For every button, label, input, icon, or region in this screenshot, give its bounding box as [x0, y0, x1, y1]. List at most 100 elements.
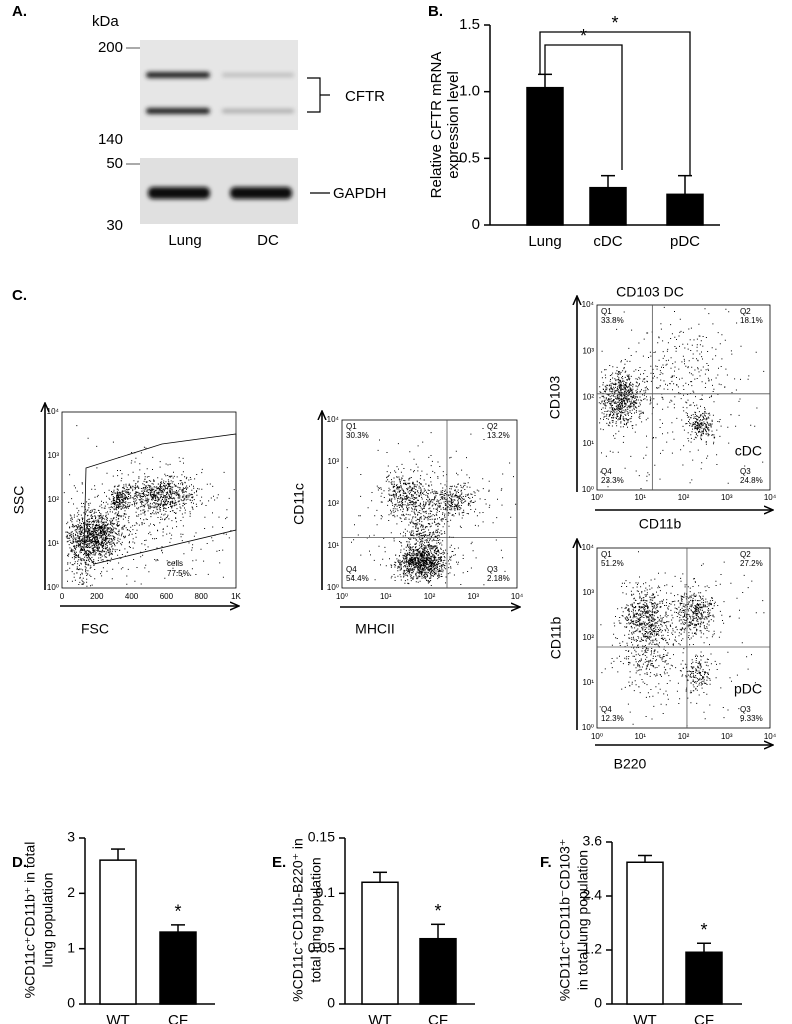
gate-label: cells — [167, 559, 183, 568]
significance-star: * — [700, 920, 707, 940]
x-tick-label: 400 — [125, 592, 139, 601]
y-axis-label: %CD11c⁺CD11b⁻CD103⁺ — [557, 839, 573, 1002]
bar — [159, 931, 197, 1005]
bar — [419, 937, 457, 1005]
x-tick-label: pDC — [670, 233, 700, 250]
y-tick-label: 10² — [47, 495, 59, 504]
quadrant-label: 51.2% — [601, 559, 624, 568]
event-dots — [63, 425, 235, 587]
quadrant-label: Q3 — [740, 705, 751, 714]
bar — [685, 951, 723, 1005]
x-tick-label: CF — [694, 1012, 714, 1024]
bar — [626, 861, 664, 1005]
plot-title: CD103 DC — [616, 284, 684, 300]
y-tick-label: 0 — [67, 995, 75, 1011]
event-dots — [346, 428, 517, 586]
y-axis-label: lung population — [40, 873, 56, 968]
quadrant-label: 9.33% — [740, 714, 763, 723]
x-axis-label: CD11b — [639, 516, 682, 532]
x-tick-label: 10³ — [721, 493, 733, 502]
gate-value: 77.5% — [167, 569, 190, 578]
quadrant-label: 54.4% — [346, 574, 369, 583]
marker-label: 200 — [98, 39, 123, 56]
x-tick-label: 1K — [231, 592, 241, 601]
band-label: GAPDH — [333, 185, 386, 202]
quadrant-label: Q1 — [601, 550, 612, 559]
y-tick-label: 3.6 — [583, 833, 603, 849]
quadrant-label: Q2 — [487, 422, 498, 431]
x-tick-label: 10³ — [467, 592, 479, 601]
panel-label: F. — [540, 854, 552, 871]
quadrant-label: 2.18% — [487, 574, 510, 583]
x-tick-label: 10¹ — [634, 732, 646, 741]
band-label: CFTR — [345, 88, 385, 105]
marker-label: 140 — [98, 131, 123, 148]
unit-label: kDa — [92, 13, 119, 30]
blot-membrane — [140, 40, 298, 130]
y-tick-label: 10¹ — [327, 541, 339, 550]
x-tick-label: 10⁴ — [764, 732, 777, 741]
x-tick-label: 800 — [195, 592, 209, 601]
y-tick-label: 0.1 — [316, 884, 336, 900]
y-axis-label: CD103 — [547, 376, 563, 420]
quadrant-label: Q4 — [601, 467, 612, 476]
panel-label: A. — [12, 3, 27, 20]
quadrant-label: Q4 — [601, 705, 612, 714]
plot-frame — [596, 547, 771, 729]
y-tick-label: 2.4 — [583, 887, 603, 903]
marker-label: 50 — [106, 155, 123, 172]
y-tick-label: 10² — [582, 633, 594, 642]
quadrant-label: 27.2% — [740, 559, 763, 568]
x-tick-label: 10² — [678, 493, 690, 502]
significance-star: * — [580, 26, 587, 46]
lane-label: DC — [257, 232, 279, 249]
y-tick-label: 10³ — [582, 346, 594, 355]
x-tick-label: CF — [168, 1012, 188, 1024]
y-axis-label: CD11c — [291, 483, 307, 525]
band-bracket — [307, 77, 330, 113]
y-tick-label: 1.5 — [459, 16, 480, 33]
band — [222, 73, 294, 77]
y-tick-label: 10⁴ — [582, 300, 595, 309]
significance-bracket — [539, 31, 691, 175]
y-tick-label: 10³ — [582, 588, 594, 597]
x-tick-label: WT — [368, 1012, 391, 1024]
bar — [99, 859, 137, 1005]
significance-star: * — [611, 13, 618, 33]
significance-star: * — [434, 901, 441, 921]
lane-label: Lung — [168, 232, 201, 249]
quadrant-label: Q2 — [740, 550, 751, 559]
y-tick-label: 0.5 — [459, 149, 480, 166]
bar — [666, 193, 704, 226]
significance-star: * — [174, 902, 181, 922]
x-tick-label: 10⁴ — [511, 592, 524, 601]
x-tick-label: 200 — [90, 592, 104, 601]
x-tick-label: CF — [428, 1012, 448, 1024]
x-axis-label: MHCII — [355, 621, 395, 637]
y-axis-label: SSC — [11, 486, 27, 515]
quadrant-label: Q1 — [346, 422, 357, 431]
quadrant-label: 33.8% — [601, 316, 624, 325]
panel-a: A. kDa 200 140 50 30 CFTR GAPDH Lung DC — [12, 3, 386, 249]
x-tick-label: 10⁴ — [764, 493, 777, 502]
y-tick-label: 0 — [472, 216, 480, 233]
x-tick-label: cDC — [593, 233, 622, 250]
quadrant-label: Q3 — [740, 467, 751, 476]
quadrant-label: 12.3% — [601, 714, 624, 723]
band — [222, 109, 294, 113]
y-tick-label: 1.0 — [459, 83, 480, 100]
y-axis-label: %CD11c⁺CD11b⁺ in total — [22, 842, 38, 999]
x-tick-label: 10³ — [721, 732, 733, 741]
bar — [589, 186, 627, 226]
quadrant-label: 23.3% — [601, 476, 624, 485]
bar — [526, 86, 564, 226]
y-tick-label: 0.05 — [308, 939, 335, 955]
y-tick-label: 10² — [327, 499, 339, 508]
y-axis-label: in total lung population — [575, 850, 591, 990]
y-tick-label: 0 — [327, 995, 335, 1011]
marker-label: 30 — [106, 217, 123, 234]
gate — [83, 433, 237, 565]
quadrant-label: 13.2% — [487, 431, 510, 440]
x-tick-label: 10¹ — [634, 493, 646, 502]
